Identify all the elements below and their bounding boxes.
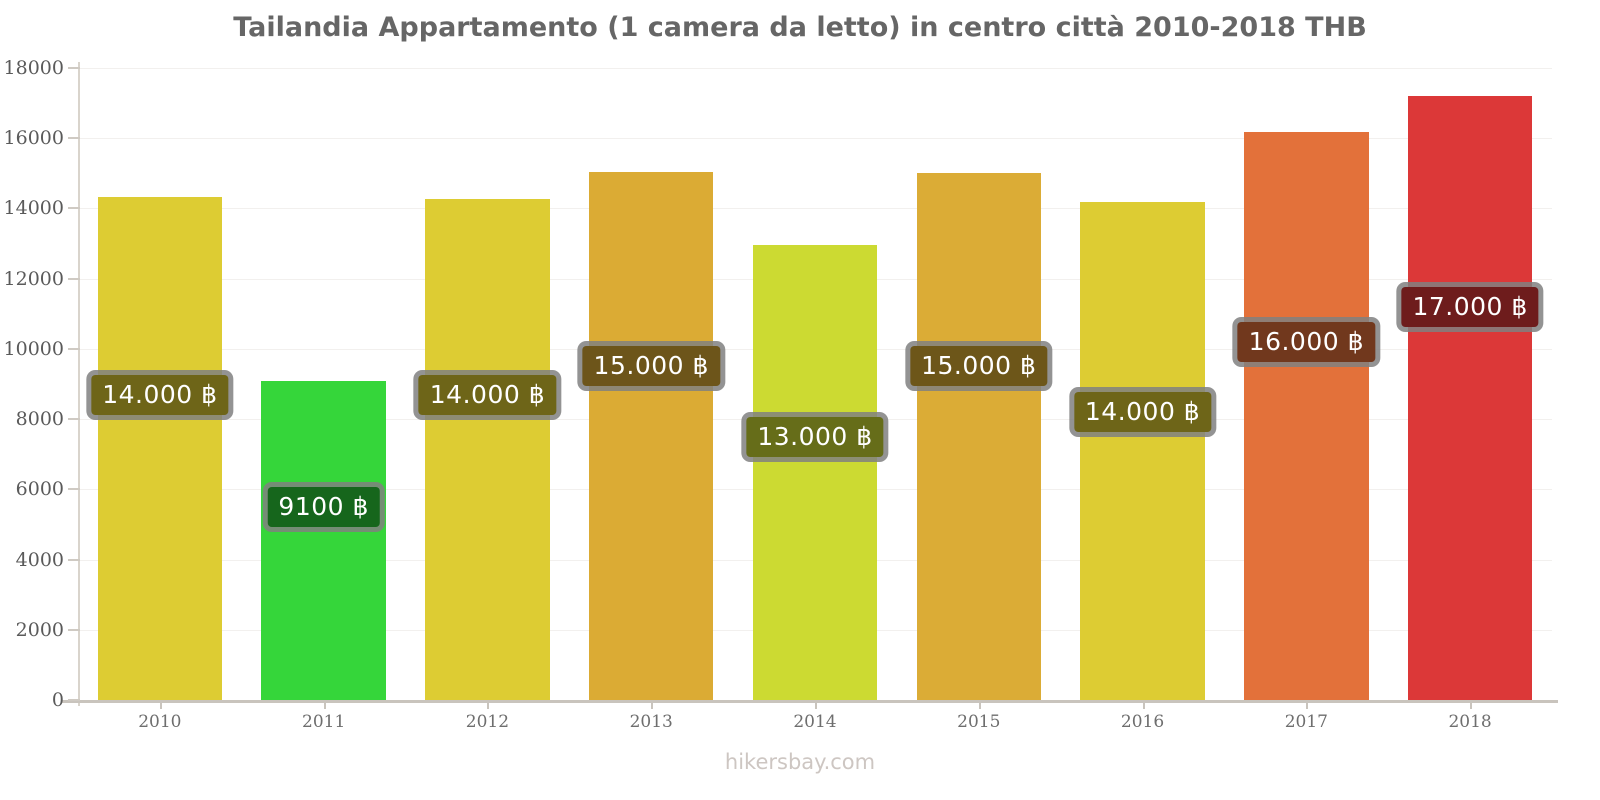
bar-2016[interactable] xyxy=(1080,201,1205,700)
bar-2018[interactable] xyxy=(1407,96,1533,700)
y-axis-tick-mark xyxy=(68,488,80,491)
y-axis-line xyxy=(78,62,80,706)
bar-2017[interactable] xyxy=(1244,131,1369,700)
y-axis-tick-label: 4000 xyxy=(15,548,64,571)
x-axis-tick-label: 2018 xyxy=(1448,712,1492,732)
x-axis-tick-label: 2014 xyxy=(793,712,837,732)
y-axis-tick-mark xyxy=(68,628,80,631)
x-axis-tick-mark xyxy=(815,700,817,709)
bar-2013[interactable] xyxy=(588,171,714,700)
y-axis-tick-mark xyxy=(68,67,80,69)
y-axis-tick-label: 6000 xyxy=(15,478,64,501)
x-axis-line xyxy=(62,700,1558,703)
y-axis-tick-mark xyxy=(68,207,80,210)
gridline xyxy=(78,138,1552,140)
x-axis-tick-mark xyxy=(978,700,981,709)
x-axis-tick-label: 2012 xyxy=(465,712,510,732)
x-axis-tick-label: 2016 xyxy=(1120,712,1165,732)
y-axis-tick-label: 0 xyxy=(51,689,64,711)
bar-value-label-2018: 17.000 ฿ xyxy=(1401,286,1539,327)
x-axis-tick-label: 2013 xyxy=(629,712,673,732)
x-axis-tick-mark xyxy=(159,700,162,709)
x-axis-tick-mark xyxy=(1142,700,1145,709)
bar-value-label-2016: 14.000 ฿ xyxy=(1073,392,1212,433)
source-watermark: hikersbay.com xyxy=(724,750,876,774)
x-axis-tick-label: 2017 xyxy=(1284,712,1328,732)
x-axis-tick-mark xyxy=(1306,700,1309,709)
bar-value-label-2011: 9100 ฿ xyxy=(267,486,380,527)
y-axis-tick-mark xyxy=(68,137,80,140)
y-axis-tick-label: 8000 xyxy=(15,408,64,431)
y-axis-tick-label: 14000 xyxy=(3,197,64,220)
y-axis-tick-label: 12000 xyxy=(3,267,64,290)
bar-value-label-2014: 13.000 ฿ xyxy=(746,416,884,457)
x-axis-tick-label: 2010 xyxy=(138,712,182,732)
y-axis-tick-label: 2000 xyxy=(15,618,64,641)
x-axis-tick-label: 2011 xyxy=(302,712,346,732)
x-axis-tick-mark xyxy=(651,700,654,709)
bar-value-label-2017: 16.000 ฿ xyxy=(1237,321,1375,362)
bar-value-label-2010: 14.000 ฿ xyxy=(91,374,229,415)
bar-value-label-2015: 15.000 ฿ xyxy=(910,346,1048,387)
gridline xyxy=(78,208,1552,210)
bar-2011[interactable] xyxy=(261,380,386,700)
y-axis-tick-mark xyxy=(68,277,80,280)
y-axis-tick-label: 16000 xyxy=(3,127,64,150)
bar-2010[interactable] xyxy=(97,196,223,700)
y-axis-tick-label: 10000 xyxy=(3,337,64,360)
chart-title: Tailandia Appartamento (1 camera da lett… xyxy=(233,12,1367,43)
x-axis-tick-label: 2015 xyxy=(957,712,1001,732)
y-axis-tick-mark xyxy=(68,418,80,421)
plot-area xyxy=(78,68,1552,700)
bar-2012[interactable] xyxy=(425,198,550,700)
y-axis-tick-mark xyxy=(68,558,80,561)
gridline xyxy=(78,68,1552,69)
x-axis-tick-mark xyxy=(1470,700,1473,709)
y-axis-tick-label: 18000 xyxy=(3,57,64,79)
y-axis-tick-mark xyxy=(68,347,80,350)
y-axis-tick-mark xyxy=(68,699,80,701)
bar-value-label-2012: 14.000 ฿ xyxy=(418,374,557,415)
x-axis-tick-mark xyxy=(487,700,490,709)
bar-2014[interactable] xyxy=(752,245,878,700)
bar-2015[interactable] xyxy=(916,173,1041,700)
bar-value-label-2013: 15.000 ฿ xyxy=(582,346,720,387)
x-axis-tick-mark xyxy=(323,700,326,709)
